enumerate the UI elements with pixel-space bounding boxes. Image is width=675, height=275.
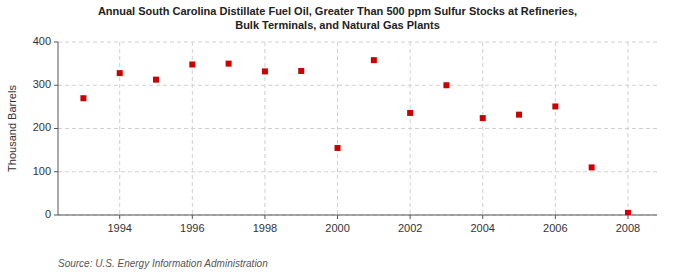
- tick-mark: [482, 215, 483, 219]
- tick-mark: [119, 215, 120, 219]
- grid-line: [555, 42, 556, 215]
- grid-line: [482, 42, 483, 215]
- point: [589, 164, 595, 170]
- grid-line: [410, 42, 411, 215]
- grid-line: [58, 215, 657, 216]
- y-axis: 0 100 200 300 400: [33, 35, 58, 220]
- tick-label: 1998: [253, 222, 277, 234]
- title: Annual South Carolina Distillate Fuel Oi…: [98, 5, 577, 31]
- point: [262, 68, 268, 74]
- grid-line: [627, 42, 628, 215]
- tick-label: 100: [33, 165, 51, 177]
- tick-label: 1996: [180, 222, 204, 234]
- tick-label: 2006: [543, 222, 567, 234]
- tick-mark: [54, 42, 58, 43]
- point: [226, 61, 232, 67]
- tick-label: 2002: [398, 222, 422, 234]
- tick-mark: [264, 215, 265, 219]
- point: [153, 77, 159, 83]
- point: [552, 103, 558, 109]
- grid-line: [264, 42, 265, 215]
- tick-mark: [627, 215, 628, 219]
- point: [407, 110, 413, 116]
- tick-label: 2004: [471, 222, 495, 234]
- grid-line: [192, 42, 193, 215]
- tick-label: 300: [33, 78, 51, 90]
- point: [189, 61, 195, 67]
- tick-mark: [54, 85, 58, 86]
- tick-label: 1994: [107, 222, 131, 234]
- tick-mark: [337, 215, 338, 219]
- tick-mark: [192, 215, 193, 219]
- grid-line: [58, 85, 657, 86]
- point: [298, 68, 304, 74]
- grid: [58, 42, 657, 215]
- grid-line: [119, 42, 120, 215]
- point: [480, 115, 486, 121]
- tick-label: 2000: [325, 222, 349, 234]
- tick-mark: [555, 215, 556, 219]
- x-axis-line: [58, 215, 657, 216]
- point: [516, 112, 522, 118]
- grid-line: [337, 42, 338, 215]
- x-axis: 1994 1996 1998 2000 2002 2004 2006 2008: [107, 215, 640, 234]
- point: [443, 82, 449, 88]
- tick-label: 2008: [616, 222, 640, 234]
- grid-line: [58, 42, 657, 43]
- point: [80, 95, 86, 101]
- y-axis-label: Thousand Barrels: [6, 85, 18, 172]
- point: [625, 210, 631, 215]
- source-note: Source: U.S. Energy Information Administ…: [58, 258, 268, 269]
- tick-mark: [410, 215, 411, 219]
- tick-label: 0: [45, 208, 51, 220]
- tick-mark: [54, 215, 58, 216]
- point: [117, 70, 123, 76]
- grid-line: [58, 171, 657, 172]
- tick-label: 200: [33, 121, 51, 133]
- grid-line: [58, 128, 657, 129]
- chart: 0 100 200 300 400 1994 1996 1998 2000 2002 2004 200…: [0, 0, 675, 275]
- tick-mark: [54, 171, 58, 172]
- point: [335, 145, 341, 151]
- tick-label: 400: [33, 35, 51, 47]
- point: [371, 57, 377, 63]
- tick-mark: [54, 128, 58, 129]
- points: [80, 57, 631, 215]
